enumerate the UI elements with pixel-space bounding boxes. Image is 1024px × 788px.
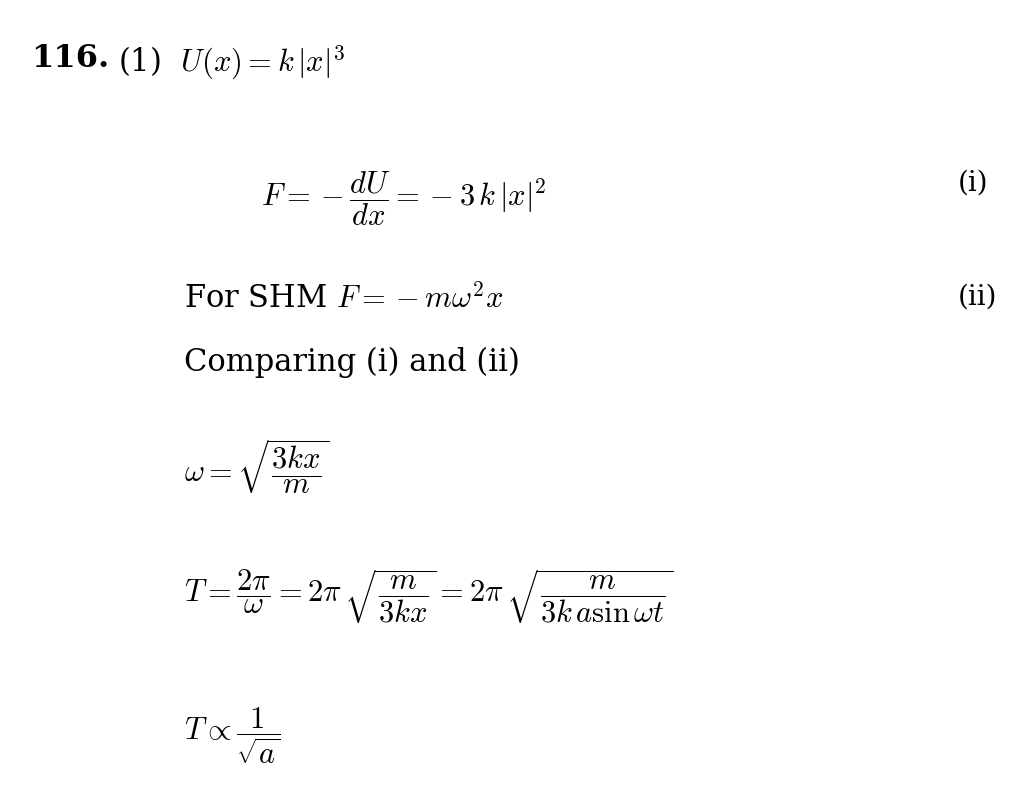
Text: 116.: 116.	[31, 43, 109, 74]
Text: $F = -\dfrac{dU}{dx} = -3\,k\,|x|^{2}$: $F = -\dfrac{dU}{dx} = -3\,k\,|x|^{2}$	[261, 169, 547, 228]
Text: For SHM $F = -m\omega^{2}x$: For SHM $F = -m\omega^{2}x$	[184, 284, 504, 314]
Text: $\omega = \sqrt{\dfrac{3kx}{m}}$: $\omega = \sqrt{\dfrac{3kx}{m}}$	[184, 437, 330, 496]
Text: (i): (i)	[957, 169, 988, 196]
Text: Comparing (i) and (ii): Comparing (i) and (ii)	[184, 347, 520, 378]
Text: $T = \dfrac{2\pi}{\omega} = 2\pi\,\sqrt{\dfrac{m}{3kx}} = 2\pi\,\sqrt{\dfrac{m}{: $T = \dfrac{2\pi}{\omega} = 2\pi\,\sqrt{…	[184, 567, 674, 626]
Text: (ii): (ii)	[957, 284, 997, 310]
Text: $T \propto \dfrac{1}{\sqrt{a}}$: $T \propto \dfrac{1}{\sqrt{a}}$	[184, 705, 281, 766]
Text: (1)  $U(x) = k\,|x|^{3}$: (1) $U(x) = k\,|x|^{3}$	[118, 43, 345, 82]
